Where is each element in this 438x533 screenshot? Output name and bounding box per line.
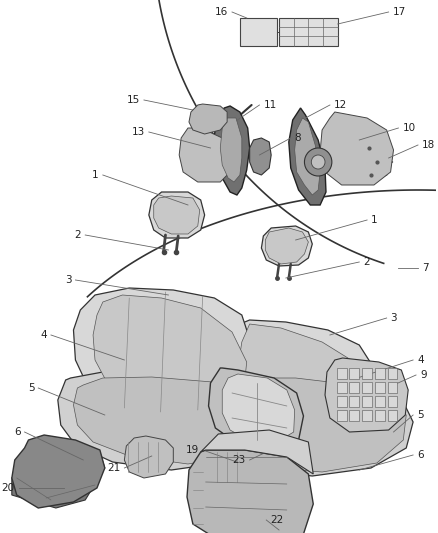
Text: 10: 10: [403, 123, 416, 133]
Polygon shape: [208, 368, 304, 448]
FancyBboxPatch shape: [337, 410, 346, 421]
Text: 23: 23: [233, 455, 246, 465]
Polygon shape: [215, 106, 250, 195]
Polygon shape: [124, 436, 173, 478]
Polygon shape: [154, 196, 200, 234]
FancyBboxPatch shape: [350, 368, 359, 379]
FancyBboxPatch shape: [337, 396, 346, 407]
Polygon shape: [295, 118, 320, 195]
Polygon shape: [222, 374, 295, 442]
Circle shape: [304, 148, 332, 176]
Polygon shape: [201, 430, 313, 474]
FancyBboxPatch shape: [337, 368, 346, 379]
Polygon shape: [74, 288, 254, 418]
Text: 1: 1: [92, 170, 99, 180]
Polygon shape: [320, 112, 393, 185]
Polygon shape: [187, 450, 313, 533]
Text: 2: 2: [363, 257, 370, 267]
Text: 2: 2: [75, 230, 81, 240]
FancyBboxPatch shape: [240, 18, 277, 46]
Text: 18: 18: [422, 140, 435, 150]
FancyBboxPatch shape: [388, 368, 397, 379]
Text: 15: 15: [127, 95, 140, 105]
FancyBboxPatch shape: [279, 18, 338, 46]
FancyBboxPatch shape: [337, 382, 346, 393]
FancyBboxPatch shape: [362, 368, 372, 379]
Text: 12: 12: [334, 100, 347, 110]
Polygon shape: [211, 448, 254, 486]
FancyBboxPatch shape: [388, 410, 397, 421]
Text: 3: 3: [391, 313, 397, 323]
Polygon shape: [250, 138, 271, 175]
Polygon shape: [74, 377, 273, 464]
Polygon shape: [12, 445, 105, 508]
FancyBboxPatch shape: [362, 410, 372, 421]
Text: 16: 16: [215, 7, 228, 17]
Polygon shape: [58, 372, 283, 470]
Polygon shape: [12, 435, 105, 508]
Text: 13: 13: [132, 127, 145, 137]
Text: 19: 19: [186, 445, 199, 455]
Text: 4: 4: [417, 355, 424, 365]
FancyBboxPatch shape: [388, 396, 397, 407]
Polygon shape: [289, 108, 326, 205]
FancyBboxPatch shape: [350, 382, 359, 393]
Polygon shape: [208, 378, 413, 476]
Circle shape: [311, 155, 325, 169]
Text: 5: 5: [417, 410, 424, 420]
Text: 22: 22: [270, 515, 283, 525]
FancyBboxPatch shape: [375, 396, 385, 407]
Polygon shape: [149, 192, 205, 238]
Polygon shape: [220, 378, 406, 472]
Polygon shape: [179, 128, 230, 182]
Text: 21: 21: [107, 463, 120, 473]
Text: 11: 11: [263, 100, 277, 110]
Polygon shape: [325, 358, 408, 432]
Polygon shape: [261, 226, 312, 266]
FancyBboxPatch shape: [375, 382, 385, 393]
Text: 17: 17: [392, 7, 406, 17]
Text: 6: 6: [14, 427, 21, 437]
FancyBboxPatch shape: [350, 410, 359, 421]
Text: 5: 5: [28, 383, 34, 393]
Polygon shape: [237, 324, 369, 436]
FancyBboxPatch shape: [350, 396, 359, 407]
Text: 8: 8: [295, 133, 301, 143]
Polygon shape: [265, 228, 308, 264]
Text: 7: 7: [422, 263, 428, 273]
FancyBboxPatch shape: [375, 368, 385, 379]
Text: 9: 9: [420, 370, 427, 380]
Polygon shape: [220, 118, 242, 182]
FancyBboxPatch shape: [362, 396, 372, 407]
Polygon shape: [189, 104, 227, 134]
Text: 4: 4: [40, 330, 47, 340]
Text: 3: 3: [65, 275, 71, 285]
Polygon shape: [93, 295, 247, 412]
FancyBboxPatch shape: [375, 410, 385, 421]
Text: 6: 6: [417, 450, 424, 460]
Text: 20: 20: [2, 483, 15, 493]
Polygon shape: [222, 320, 377, 442]
FancyBboxPatch shape: [388, 382, 397, 393]
FancyBboxPatch shape: [362, 382, 372, 393]
Text: 1: 1: [371, 215, 378, 225]
